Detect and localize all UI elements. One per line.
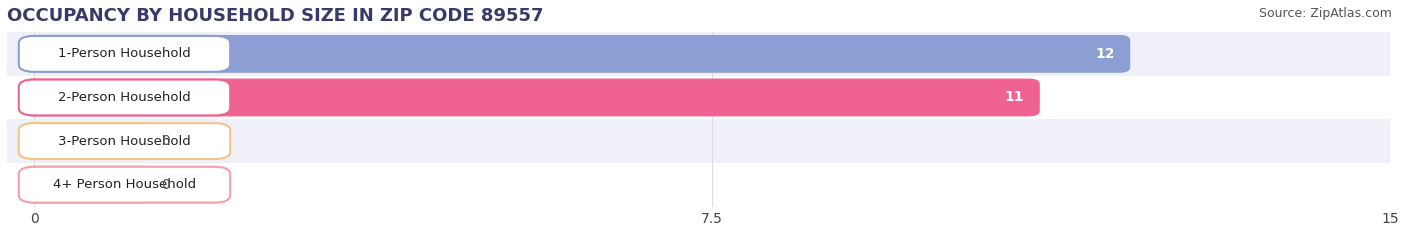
Text: Source: ZipAtlas.com: Source: ZipAtlas.com bbox=[1258, 7, 1392, 20]
Bar bbox=[7, 32, 1391, 76]
FancyBboxPatch shape bbox=[22, 166, 153, 204]
FancyBboxPatch shape bbox=[18, 167, 231, 203]
FancyBboxPatch shape bbox=[22, 79, 1040, 116]
Text: 1-Person Household: 1-Person Household bbox=[58, 47, 191, 60]
Text: 4+ Person Household: 4+ Person Household bbox=[53, 178, 195, 191]
Text: 12: 12 bbox=[1095, 47, 1115, 61]
FancyBboxPatch shape bbox=[22, 35, 1130, 73]
Text: 11: 11 bbox=[1004, 90, 1024, 104]
FancyBboxPatch shape bbox=[18, 36, 231, 72]
Text: 0: 0 bbox=[160, 134, 169, 148]
Text: 3-Person Household: 3-Person Household bbox=[58, 135, 191, 147]
Bar bbox=[7, 163, 1391, 206]
Text: 2-Person Household: 2-Person Household bbox=[58, 91, 191, 104]
Text: 0: 0 bbox=[160, 178, 169, 192]
FancyBboxPatch shape bbox=[18, 123, 231, 159]
FancyBboxPatch shape bbox=[22, 122, 153, 160]
Bar bbox=[7, 76, 1391, 119]
FancyBboxPatch shape bbox=[18, 79, 231, 115]
Bar bbox=[7, 119, 1391, 163]
Text: OCCUPANCY BY HOUSEHOLD SIZE IN ZIP CODE 89557: OCCUPANCY BY HOUSEHOLD SIZE IN ZIP CODE … bbox=[7, 7, 544, 25]
